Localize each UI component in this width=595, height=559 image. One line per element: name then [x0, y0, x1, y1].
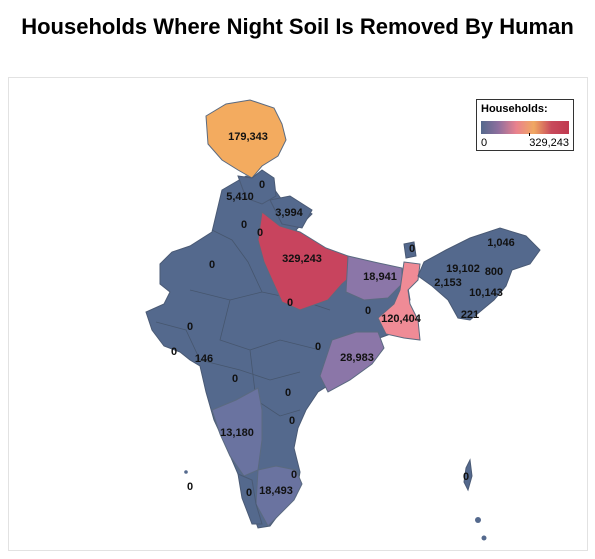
region-bihar[interactable]: [345, 255, 403, 301]
label-delhi: 0: [257, 227, 263, 239]
label-odisha: 28,983: [340, 352, 374, 364]
label-chhattisgarh: 0: [315, 341, 321, 353]
legend-tick: [529, 133, 530, 136]
region-borders: [155, 229, 331, 417]
label-mizoram: 221: [461, 309, 479, 321]
label-haryana: 0: [241, 219, 247, 231]
label-himachal: 0: [259, 179, 265, 191]
label-tamil-nadu: 18,493: [259, 485, 293, 497]
label-lakshadweep: 0: [187, 481, 193, 493]
label-punjab: 5,410: [226, 191, 254, 203]
region-kerala[interactable]: [237, 473, 263, 525]
region-west-bengal[interactable]: [377, 261, 421, 341]
label-up: 329,243: [282, 253, 322, 265]
region-uttarakhand[interactable]: [269, 195, 313, 229]
region-himachal[interactable]: [237, 169, 277, 205]
label-assam: 19,102: [446, 263, 480, 275]
region-northeast[interactable]: [417, 227, 541, 321]
label-maharashtra: 0: [232, 373, 238, 385]
region-jammu-kashmir[interactable]: [205, 99, 287, 179]
label-diu: 0: [171, 346, 177, 358]
region-tamil-nadu[interactable]: [255, 465, 303, 527]
region-uttar-pradesh[interactable]: [257, 211, 357, 311]
legend-title: Households:: [481, 103, 548, 115]
legend-gradient-bar: [481, 121, 569, 134]
label-mp-west: 146: [195, 353, 213, 365]
label-karnataka: 13,180: [220, 427, 254, 439]
label-telangana: 0: [285, 387, 291, 399]
label-ap: 0: [289, 415, 295, 427]
label-andaman: 0: [463, 471, 469, 483]
label-mp-east: 0: [287, 297, 293, 309]
label-arunachal: 1,046: [487, 237, 515, 249]
legend-min-label: 0: [481, 137, 488, 149]
label-meghalaya: 2,153: [434, 277, 462, 289]
region-andaman[interactable]: [463, 458, 473, 492]
label-kerala: 0: [246, 487, 252, 499]
label-manipur: 10,143: [469, 287, 503, 299]
legend-max-label: 329,243: [529, 137, 569, 149]
label-jharkhand: 0: [365, 305, 371, 317]
label-puducherry: 0: [291, 469, 297, 481]
label-sikkim: 0: [409, 243, 415, 255]
map-frame: [8, 77, 588, 551]
label-nagaland: 800: [485, 266, 503, 278]
region-odisha[interactable]: [319, 331, 385, 393]
label-bihar: 18,941: [363, 271, 397, 283]
label-gujarat: 0: [187, 321, 193, 333]
map-title: Households Where Night Soil Is Removed B…: [21, 14, 574, 39]
label-uttarakhand: 3,994: [275, 207, 303, 219]
region-sikkim[interactable]: [403, 241, 417, 259]
region-andaman-south[interactable]: [475, 517, 481, 523]
label-rajasthan: 0: [209, 259, 215, 271]
region-nicobar[interactable]: [481, 535, 487, 541]
region-karnataka[interactable]: [211, 387, 263, 477]
label-wb: 120,404: [381, 313, 422, 325]
region-lakshadweep[interactable]: [184, 470, 188, 474]
label-jk: 179,343: [228, 131, 268, 143]
color-legend: Households: 0 329,243: [476, 99, 574, 151]
